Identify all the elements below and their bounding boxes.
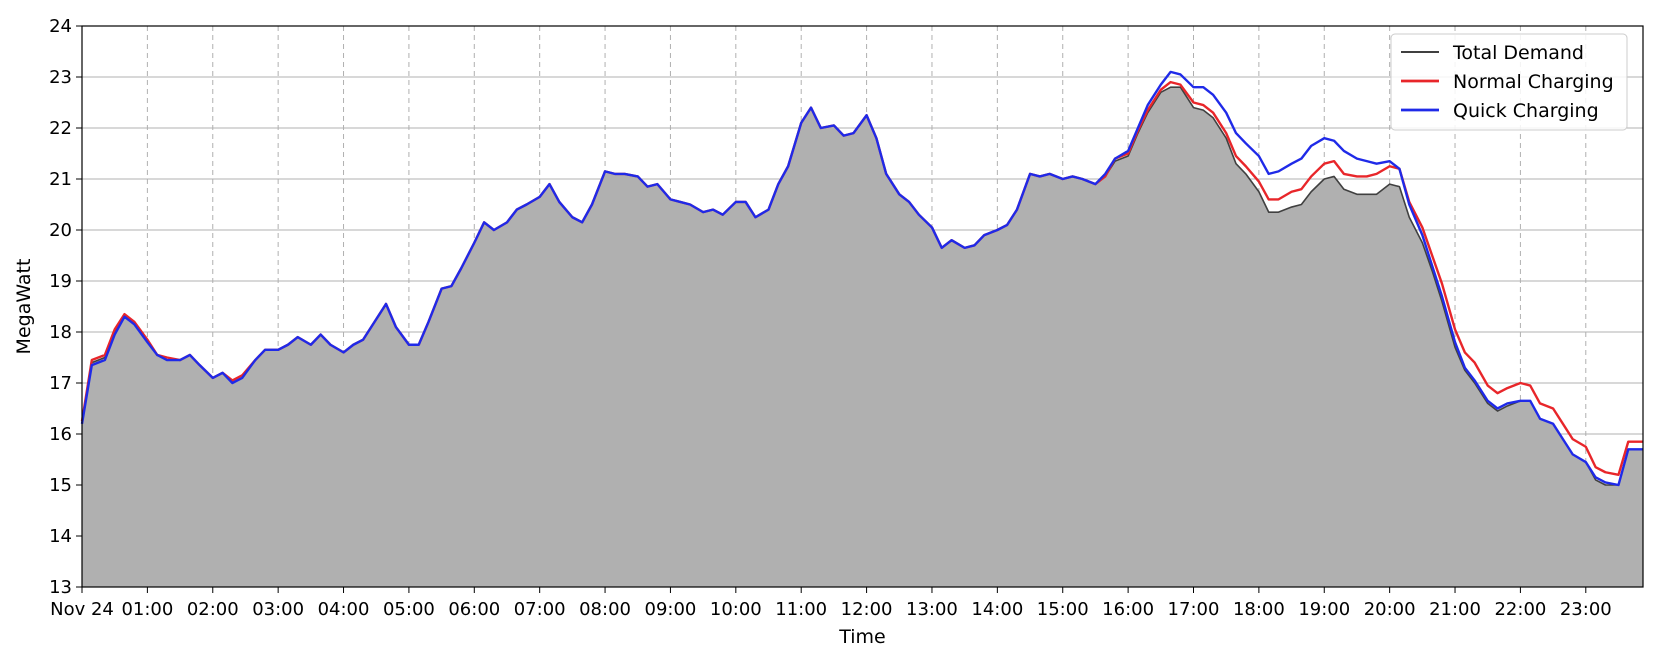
- x-tick-label: 13:00: [906, 599, 958, 620]
- legend-label: Total Demand: [1452, 42, 1584, 64]
- x-tick-label: 06:00: [448, 599, 500, 620]
- legend-label: Quick Charging: [1453, 100, 1599, 122]
- x-tick-label: 09:00: [645, 599, 697, 620]
- x-tick-label: 07:00: [514, 599, 566, 620]
- y-tick-label: 20: [49, 220, 72, 241]
- x-tick-label: 17:00: [1168, 599, 1220, 620]
- x-tick-label: 21:00: [1429, 599, 1481, 620]
- x-tick-label: Nov 24: [50, 599, 114, 620]
- x-tick-label: 16:00: [1102, 599, 1154, 620]
- legend: Total Demand Normal Charging Quick Chargin…: [1390, 33, 1628, 131]
- x-tick-label: 20:00: [1364, 599, 1416, 620]
- x-tick-label: 14:00: [971, 599, 1023, 620]
- series-line-quick-charging: [80, 70, 1643, 487]
- x-tick-label: 04:00: [318, 599, 370, 620]
- demand-area: [82, 87, 1643, 587]
- x-tick-label: 15:00: [1037, 599, 1089, 620]
- y-tick-label: 21: [49, 169, 72, 190]
- y-tick-label: 18: [49, 322, 72, 343]
- y-tick-label: 16: [49, 424, 72, 445]
- x-tick-label: 12:00: [841, 599, 893, 620]
- x-tick-label: 01:00: [121, 599, 173, 620]
- x-tick-label: 22:00: [1494, 599, 1546, 620]
- total-demand-area: [82, 87, 1643, 587]
- x-tick-label: 10:00: [710, 599, 762, 620]
- y-tick-label: 19: [49, 271, 72, 292]
- x-tick-label: 23:00: [1560, 599, 1612, 620]
- x-tick-label: 05:00: [383, 599, 435, 620]
- x-tick-label: 08:00: [579, 599, 631, 620]
- y-tick-label: 24: [49, 16, 72, 37]
- x-tick-label: 02:00: [187, 599, 239, 620]
- y-tick-label: 17: [49, 373, 72, 394]
- legend-box: [1390, 33, 1628, 131]
- y-tick-label: 15: [49, 475, 72, 496]
- y-tick-label: 22: [49, 118, 72, 139]
- y-tick-label: 13: [49, 577, 72, 598]
- x-tick-label: 19:00: [1298, 599, 1350, 620]
- axes: 13 14 15 16 17 18 19 20 21 22 23 24 Nov 24 01:00 02:00…: [13, 16, 1644, 648]
- plot-frame: [81, 25, 1644, 588]
- x-tick-label: 11:00: [775, 599, 827, 620]
- series-lines: [80, 70, 1643, 487]
- legend-label: Normal Charging: [1453, 71, 1614, 93]
- x-axis-title: Time: [838, 626, 886, 648]
- y-axis-title: MegaWatt: [13, 259, 35, 355]
- x-tick-label: 03:00: [252, 599, 304, 620]
- y-tick-label: 14: [49, 526, 72, 547]
- x-tick-label: 18:00: [1233, 599, 1285, 620]
- y-tick-label: 23: [49, 67, 72, 88]
